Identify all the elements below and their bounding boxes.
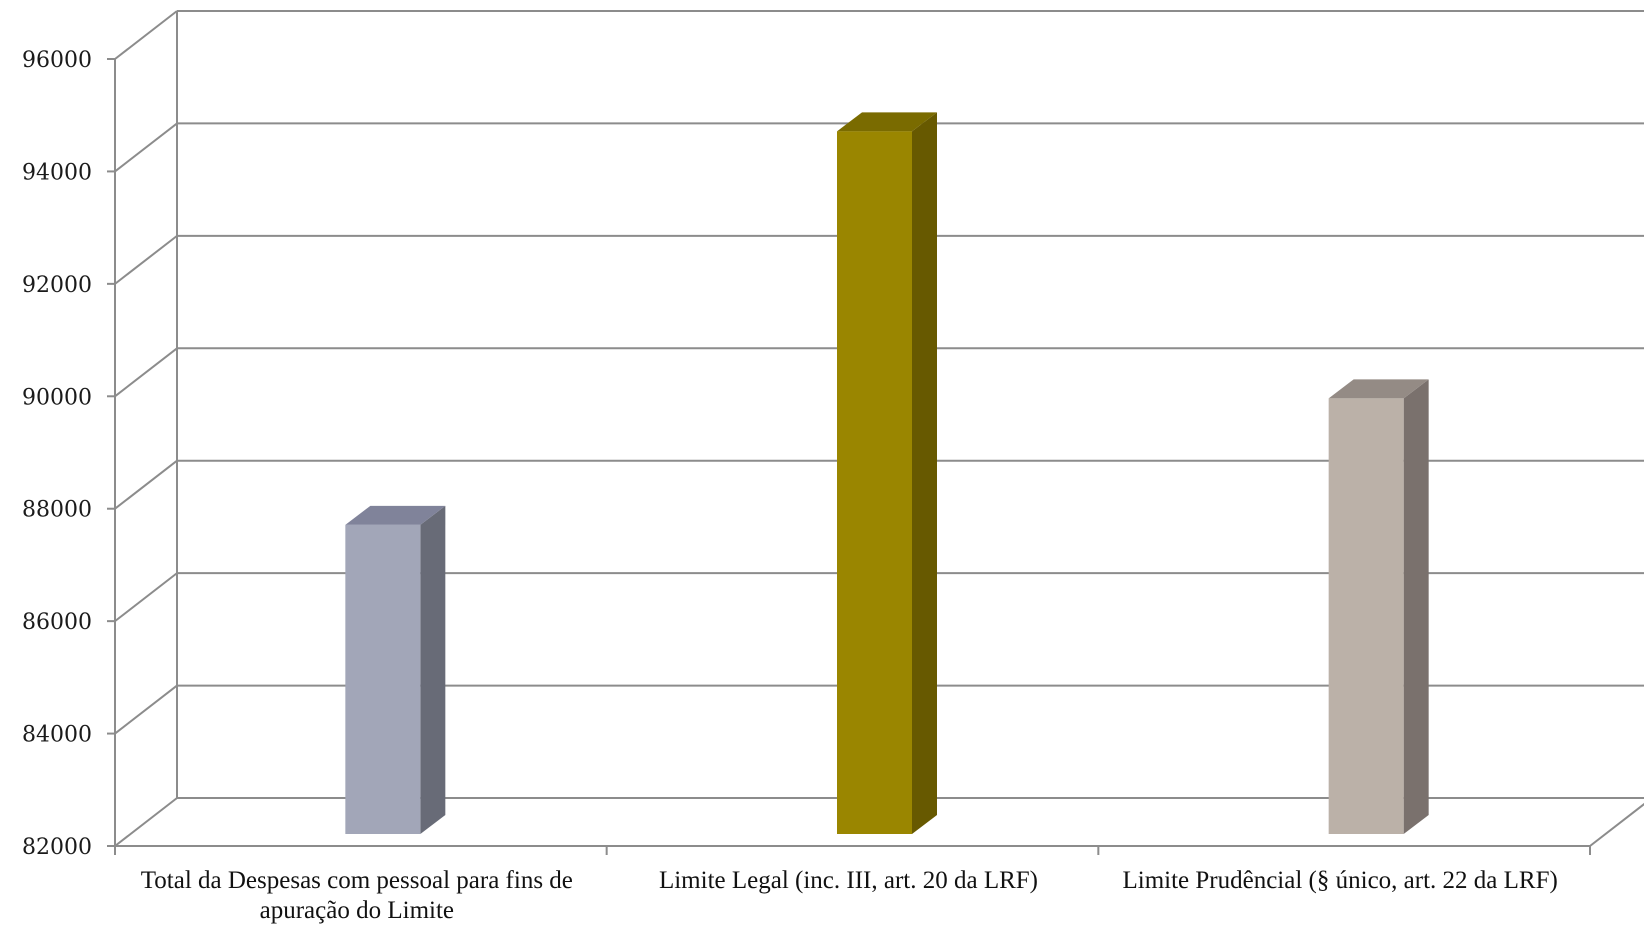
- y-tick-label-90000: 90000: [22, 385, 92, 410]
- gridline-side-94000: [114, 122, 178, 173]
- x-category-label-2: Limite Prudêncial (§ único, art. 22 da L…: [1122, 867, 1558, 894]
- bar-2: [1328, 379, 1429, 834]
- bar-layer: [345, 112, 1429, 835]
- bar-front-0: [345, 524, 421, 834]
- gridline-side-86000: [114, 572, 178, 622]
- y-axis-tick-labels: 82000 84000 86000 88000 90000 92000 94000 96000: [22, 48, 92, 860]
- bar-top-0: [345, 505, 446, 525]
- y-tick-label-92000: 92000: [22, 273, 92, 298]
- x-category-label-1: Limite Legal (inc. III, art. 20 da LRF): [658, 867, 1039, 894]
- gridline-side-84000: [114, 684, 178, 735]
- y-tick-label-84000: 84000: [22, 723, 92, 748]
- gridline-side-96000: [114, 10, 178, 60]
- bar-side-0: [420, 505, 446, 834]
- gridline-side-92000: [114, 235, 178, 285]
- y-tick-label-82000: 82000: [22, 835, 92, 860]
- bar-0: [345, 505, 446, 834]
- x-category-label-0: Total da Despesas com pessoal para fins …: [140, 867, 573, 924]
- bar-front-2: [1328, 398, 1404, 834]
- bar-top-2: [1328, 379, 1429, 399]
- bar-front-1: [837, 131, 912, 835]
- gridline-side-82000: [114, 797, 178, 847]
- gridline-side-90000: [114, 347, 178, 398]
- y-tick-label-94000: 94000: [22, 160, 92, 185]
- bar-1: [837, 112, 937, 835]
- bar-top-1: [837, 112, 937, 132]
- floor-right-edge: [1589, 802, 1644, 847]
- bar-side-1: [912, 112, 937, 835]
- y-tick-label-96000: 96000: [22, 48, 92, 73]
- bar-side-2: [1403, 379, 1429, 834]
- y-tick-label-86000: 86000: [22, 610, 92, 635]
- y-tick-label-88000: 88000: [22, 498, 92, 523]
- gridline-side-88000: [114, 459, 178, 510]
